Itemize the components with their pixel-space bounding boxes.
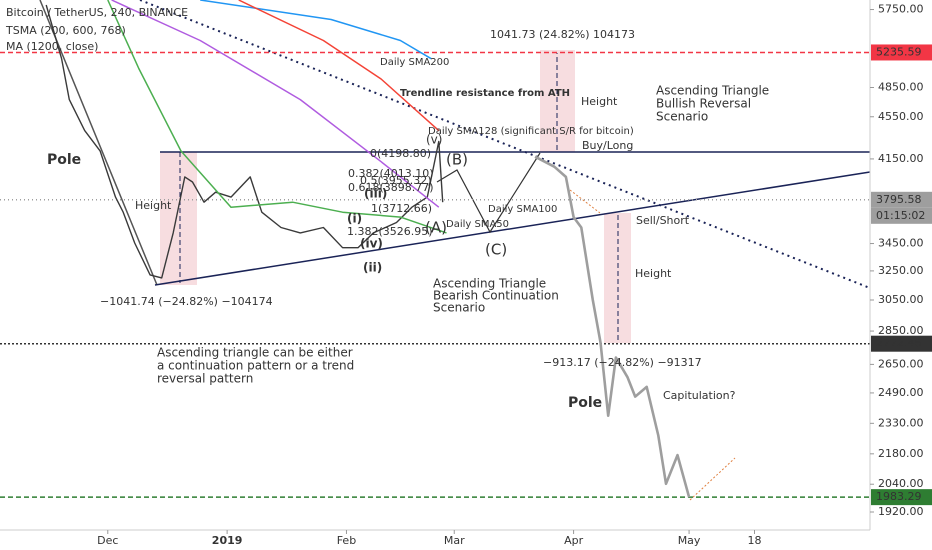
y-tick-label: 2490.00	[878, 386, 924, 399]
y-tick-label: 5750.00	[878, 3, 924, 16]
countdown-box	[871, 207, 932, 224]
annotation: −913.17 (−24.82%) −91317	[543, 356, 702, 369]
annotation: Capitulation?	[663, 389, 736, 402]
annotation: (iv)	[360, 237, 383, 251]
x-tick-label: Feb	[337, 534, 356, 547]
annotation: Trendline resistance from ATH	[400, 88, 570, 99]
price-line	[534, 155, 691, 498]
annotation: 0(4198.80)	[370, 147, 431, 160]
wave-projection	[436, 152, 541, 234]
annotation: 0.382(4013.10)	[348, 167, 434, 180]
price-line	[45, 4, 444, 279]
y-tick-label: 2180.00	[878, 447, 924, 460]
annotation: (v)	[426, 133, 442, 147]
price-line	[200, 0, 432, 60]
annotation: Daily SMA200	[380, 57, 449, 68]
price-label: 3795.58	[876, 193, 922, 206]
annotation: Buy/Long	[582, 139, 633, 152]
annotation: a continuation pattern or a trend	[157, 359, 354, 373]
annotation: Daily SMA128 (significant S/R for bitcoi…	[428, 126, 634, 137]
y-tick-label: 2850.00	[878, 324, 924, 337]
drawings	[39, 0, 876, 501]
countdown: 01:15:02	[876, 209, 925, 222]
price-axis-panel	[870, 0, 932, 550]
x-tick-label: Mar	[444, 534, 465, 547]
annotation: 1.382(3526.95)	[347, 225, 433, 238]
price-label-box	[871, 44, 932, 61]
x-tick-label: 18	[748, 534, 762, 547]
triangle-bottom	[154, 171, 871, 286]
pole-line	[39, 0, 158, 286]
annotation: (i)	[347, 212, 362, 226]
y-tick-label: 2040.00	[878, 477, 924, 490]
annotation: (iii)	[364, 187, 387, 201]
annotation: 0.618(3898.77)	[348, 181, 434, 194]
annotation: (A)	[425, 219, 447, 237]
price-label: 2772.46	[876, 337, 922, 350]
x-tick-label: Apr	[564, 534, 584, 547]
annotation: Bearish Continuation	[433, 289, 559, 303]
annotation: Sell/Short	[636, 214, 690, 227]
y-tick-label: 4550.00	[878, 110, 924, 123]
annotation: Height	[581, 95, 618, 108]
annotation: Bullish Reversal	[656, 97, 751, 111]
price-label: 1983.29	[876, 490, 922, 503]
annotation: (ii)	[363, 261, 382, 275]
annotation: Ascending Triangle	[656, 84, 769, 98]
annotation: Scenario	[656, 110, 708, 124]
header-line: MA (1200, close)	[6, 40, 98, 53]
y-tick-label: 3250.00	[878, 264, 924, 277]
annotation: Scenario	[433, 301, 485, 315]
y-tick-label: 2650.00	[878, 357, 924, 370]
annotation: 0.5(3955.32)	[360, 174, 432, 187]
annotation: 1(3712.66)	[371, 202, 432, 215]
y-tick-label: 3450.00	[878, 237, 924, 250]
y-tick-label: 1920.00	[878, 505, 924, 518]
annotation: Daily SMA100	[488, 204, 557, 215]
price-label-box	[871, 335, 932, 352]
annotation: Height	[135, 199, 172, 212]
price-label-box	[871, 489, 932, 506]
header-line: TSMA (200, 600, 768)	[5, 24, 126, 37]
annotation: (C)	[485, 241, 507, 259]
annotation: (B)	[446, 151, 468, 169]
y-tick-label: 3050.00	[878, 293, 924, 306]
price-line	[238, 0, 440, 132]
x-tick-label: 2019	[212, 534, 243, 547]
header-line: Bitcoin / TetherUS, 240, BINANCE	[6, 6, 188, 19]
annotation: Ascending Triangle	[433, 277, 546, 291]
x-tick-label: Dec	[97, 534, 118, 547]
annotation: Height	[635, 267, 672, 280]
price-line	[111, 0, 440, 208]
annotation: Ascending triangle can be either	[157, 346, 353, 360]
plot	[0, 0, 870, 498]
annotation: −1041.74 (−24.82%) −104174	[100, 295, 273, 308]
annotation: Pole	[568, 395, 602, 411]
annotation: Pole	[47, 152, 81, 168]
y-tick-label: 4850.00	[878, 81, 924, 94]
y-tick-label: 2330.00	[878, 416, 924, 429]
annotation: Daily SMA50	[446, 219, 509, 230]
y-tick-label: 4150.00	[878, 152, 924, 165]
price-label: 5235.59	[876, 45, 922, 58]
annotation: 1041.73 (24.82%) 104173	[490, 28, 635, 41]
price-line	[107, 0, 447, 234]
price-label-box	[871, 191, 932, 208]
annotation: reversal pattern	[157, 372, 253, 386]
x-tick-label: May	[678, 534, 701, 547]
